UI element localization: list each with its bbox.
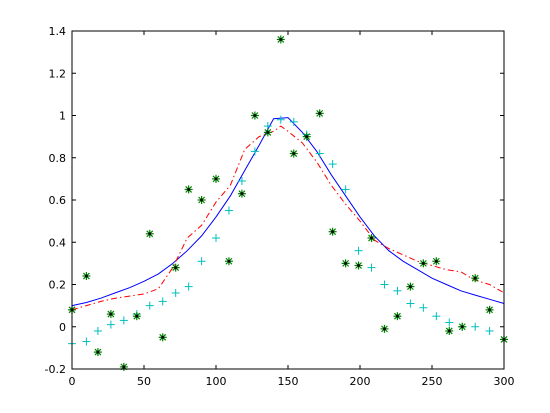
x-tick-label: 100 (206, 375, 227, 388)
star-point (212, 174, 220, 183)
plus-point (471, 322, 480, 331)
y-tick-label: 0.8 (49, 152, 67, 165)
x-tick-label: 300 (494, 375, 515, 388)
plus-point (184, 282, 193, 291)
star-point (406, 282, 415, 291)
plus-point (276, 115, 285, 124)
plus-point (224, 206, 233, 215)
plus-point (485, 326, 494, 335)
star-point (171, 263, 180, 272)
plus-point (250, 147, 259, 156)
star-point (367, 234, 376, 243)
plus-point (419, 303, 428, 312)
plus-point (171, 288, 180, 297)
plus-point (432, 312, 441, 321)
star-point (289, 149, 298, 158)
series-line-1 (71, 125, 505, 311)
star-point (158, 333, 167, 342)
plus-point (328, 160, 337, 169)
plus-point (341, 185, 350, 194)
plus-point (212, 234, 220, 243)
y-tick-label: 1 (59, 110, 66, 123)
y-tick-label: 1.2 (49, 67, 67, 80)
plus-point (82, 337, 91, 346)
star-point (82, 272, 91, 281)
star-point (354, 261, 363, 270)
plus-point (393, 286, 402, 295)
y-tick-label: 0.4 (49, 236, 67, 249)
plus-point (406, 299, 415, 308)
star-point (93, 348, 102, 357)
star-point (184, 185, 193, 194)
x-tick-label: 50 (137, 375, 151, 388)
plus-point (158, 297, 167, 306)
plus-point (380, 280, 389, 289)
plus-point (93, 326, 102, 335)
star-point (471, 274, 480, 283)
plus-point (106, 320, 115, 329)
star-point (132, 312, 141, 321)
x-tick-label: 0 (69, 375, 76, 388)
series-line-0 (71, 117, 505, 307)
star-point (224, 257, 233, 266)
y-tick-label: 0.2 (49, 279, 67, 292)
star-point (145, 229, 154, 238)
plus-point (289, 117, 298, 126)
plus-point (145, 301, 154, 310)
star-point (445, 326, 454, 335)
star-point (315, 109, 324, 118)
y-tick-label: 0.6 (49, 194, 67, 207)
star-point (341, 259, 350, 268)
star-point (432, 257, 441, 266)
star-point (106, 310, 115, 319)
plot-background (72, 31, 504, 369)
plus-point (197, 257, 206, 266)
star-point (419, 259, 428, 268)
star-point (458, 322, 467, 331)
plus-point (354, 246, 363, 255)
star-point (485, 305, 494, 314)
y-tick-label: 1.4 (49, 25, 67, 38)
plus-point (445, 318, 454, 327)
star-point (263, 128, 272, 137)
axis-layer: 0 50 100 150 200 250 300-0.200.20.40.60.811.21… (45, 25, 515, 388)
star-point (237, 189, 246, 198)
star-point (250, 111, 259, 120)
star-point (393, 312, 402, 321)
star-point (328, 227, 337, 236)
star-point (197, 196, 206, 204)
series-layer (68, 35, 508, 371)
star-point (119, 362, 128, 371)
star-point (380, 324, 389, 333)
y-tick-label: -0.2 (45, 363, 66, 376)
x-tick-label: 150 (278, 375, 299, 388)
y-tick-label: 0 (59, 321, 66, 334)
plus-point (315, 149, 324, 158)
plus-point (237, 176, 246, 185)
star-point (302, 132, 311, 141)
plus-point (367, 263, 376, 272)
plus-point (119, 316, 128, 325)
x-tick-label: 200 (350, 375, 371, 388)
star-point (276, 35, 285, 44)
x-tick-label: 250 (422, 375, 443, 388)
